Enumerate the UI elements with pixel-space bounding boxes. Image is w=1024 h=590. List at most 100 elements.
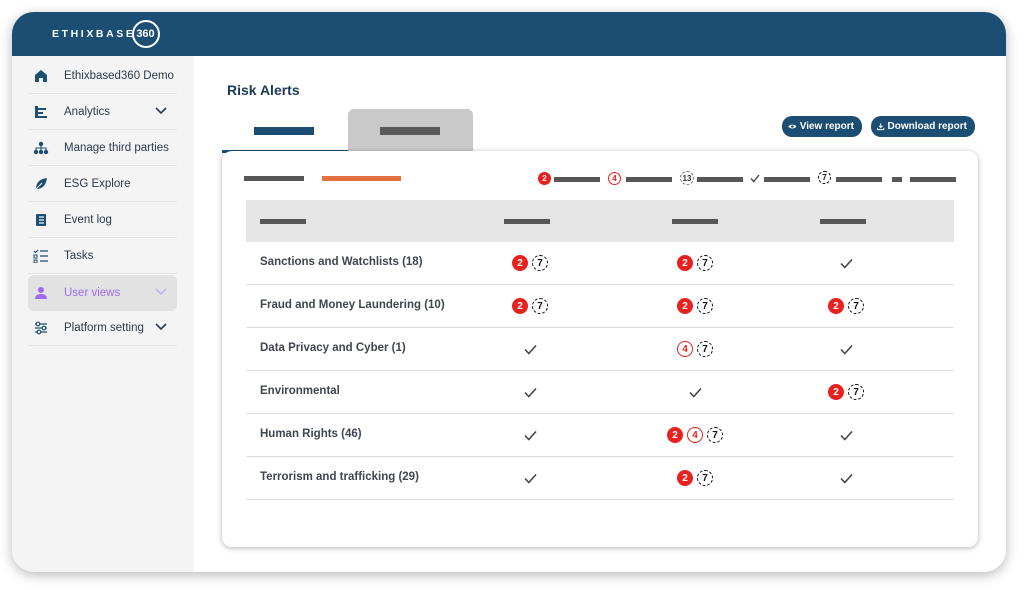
tasks-icon <box>32 247 50 265</box>
sidebar-item-event-log[interactable]: Event log <box>28 202 177 238</box>
check-icon <box>839 344 853 355</box>
legend-badge-outline: 4 <box>608 172 621 185</box>
sidebar-item-analytics[interactable]: Analytics <box>28 94 177 130</box>
risk-category-label: Data Privacy and Cyber (1) <box>260 342 406 354</box>
sidebar-item-user-views[interactable]: User views <box>28 275 177 311</box>
top-bar: ETHIXBASE 360 <box>12 12 1006 56</box>
alert-badge-dashed: 7 <box>532 255 548 271</box>
sidebar-item-label: Analytics <box>64 105 111 118</box>
status-cell[interactable] <box>806 457 886 499</box>
alert-badge-red: 2 <box>677 470 693 486</box>
log-icon <box>32 211 50 229</box>
legend-label-placeholder <box>910 177 956 182</box>
risk-category-label: Terrorism and trafficking (29) <box>260 471 419 483</box>
card-filter-placeholder[interactable] <box>322 176 401 181</box>
tab-label-placeholder <box>254 127 314 135</box>
sidebar-item-demo[interactable]: Ethixbased360 Demo <box>28 58 177 94</box>
status-cell[interactable] <box>490 457 570 499</box>
column-header-placeholder <box>504 219 550 224</box>
alert-badge-outline: 4 <box>687 427 703 443</box>
analytics-icon <box>32 103 50 121</box>
risk-alerts-card: 2 4 13 7 Sanctions and Watchlists (18) 2 7… <box>222 151 978 547</box>
legend-label-placeholder <box>697 177 743 182</box>
page-title: Risk Alerts <box>227 82 300 98</box>
column-header-placeholder <box>260 219 306 224</box>
brand-suffix: 360 <box>136 28 155 40</box>
network-icon <box>32 139 50 157</box>
legend-label-placeholder <box>836 177 882 182</box>
status-cell[interactable] <box>490 414 570 456</box>
tab-second[interactable] <box>348 109 473 153</box>
legend-label-placeholder <box>626 177 672 182</box>
alert-badge-red: 2 <box>677 255 693 271</box>
chevron-down-icon[interactable] <box>155 106 167 118</box>
column-header-placeholder <box>672 219 718 224</box>
alert-badge-dashed: 7 <box>707 427 723 443</box>
chevron-down-icon[interactable] <box>155 322 167 334</box>
alert-badge-red: 2 <box>828 298 844 314</box>
sidebar-item-label: Platform setting <box>64 321 144 334</box>
check-icon <box>523 473 537 484</box>
card-heading-placeholder <box>244 176 304 181</box>
status-cell[interactable] <box>806 414 886 456</box>
table-row[interactable]: Environmental 2 7 <box>246 371 954 414</box>
table-header <box>246 200 954 242</box>
risk-category-label: Human Rights (46) <box>260 428 362 440</box>
sidebar-item-label: Event log <box>64 213 112 226</box>
view-report-label: View report <box>799 121 854 132</box>
alert-badge-red: 2 <box>677 298 693 314</box>
sidebar-item-esg-explore[interactable]: ESG Explore <box>28 166 177 202</box>
sidebar-item-label: User views <box>64 287 121 299</box>
check-icon <box>523 344 537 355</box>
status-cell[interactable] <box>490 328 570 370</box>
column-header-placeholder <box>820 219 866 224</box>
sidebar-item-manage-third-parties[interactable]: Manage third parties <box>28 130 177 166</box>
risk-category-label: Sanctions and Watchlists (18) <box>260 256 423 268</box>
tab-label-placeholder <box>380 127 440 135</box>
table-row[interactable]: Data Privacy and Cyber (1) 4 7 <box>246 328 954 371</box>
risk-category-label: Environmental <box>260 385 340 397</box>
sidebar-item-tasks[interactable]: Tasks <box>28 238 177 274</box>
check-icon <box>839 430 853 441</box>
tab-first-active[interactable] <box>222 109 348 153</box>
table-row[interactable]: Terrorism and trafficking (29) 2 7 <box>246 457 954 500</box>
brand-360-ring: 360 <box>131 20 160 48</box>
download-icon <box>877 123 885 131</box>
dash-icon <box>892 177 902 182</box>
sidebar: Ethixbased360 Demo Analytics Manage thir… <box>12 56 194 572</box>
legend-badge-red: 2 <box>538 172 551 185</box>
status-cell[interactable] <box>806 242 886 284</box>
table-row[interactable]: Sanctions and Watchlists (18) 2 7 2 7 <box>246 242 954 285</box>
legend-label-placeholder <box>764 177 810 182</box>
alert-badge-dashed: 7 <box>697 298 713 314</box>
legend-badge-dashed: 7 <box>818 171 831 184</box>
status-cell[interactable] <box>490 371 570 413</box>
status-cell[interactable] <box>655 371 735 413</box>
sliders-icon <box>32 319 50 337</box>
alert-badge-red: 2 <box>512 298 528 314</box>
status-cell[interactable] <box>806 328 886 370</box>
user-icon <box>32 284 50 302</box>
legend-badge-dashed-grey: 13 <box>680 171 694 185</box>
download-report-label: Download report <box>887 121 967 132</box>
sidebar-item-platform-setting[interactable]: Platform setting <box>28 310 177 346</box>
chevron-down-icon[interactable] <box>155 287 167 299</box>
table-row[interactable]: Fraud and Money Laundering (10) 2 7 2 7 2 7 <box>246 285 954 328</box>
check-icon <box>523 430 537 441</box>
sidebar-item-label: Ethixbased360 Demo <box>64 69 174 82</box>
table-row[interactable]: Human Rights (46) 2 4 7 <box>246 414 954 457</box>
download-report-button[interactable]: Download report <box>871 116 975 137</box>
view-report-button[interactable]: View report <box>782 116 862 137</box>
alert-badge-dashed: 7 <box>532 298 548 314</box>
brand-logo[interactable]: ETHIXBASE 360 <box>52 20 160 48</box>
check-icon <box>688 387 702 398</box>
